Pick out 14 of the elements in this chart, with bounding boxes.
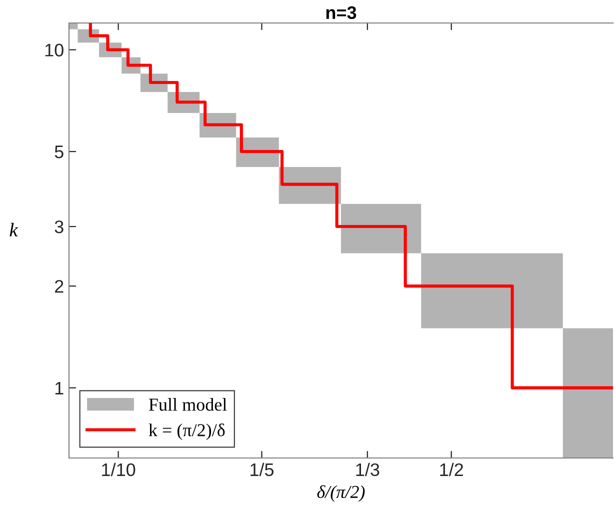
y-tick-label: 5 <box>54 146 64 158</box>
y-tick-label: 2 <box>55 280 64 293</box>
x-tick-label: 1/10 <box>102 462 136 476</box>
y-axis-title: k <box>10 222 18 236</box>
chart-title: n=3 <box>326 6 356 20</box>
x-tick-label: 1/3 <box>356 462 380 476</box>
legend-label: Full model <box>148 398 227 411</box>
y-tick-label: 1 <box>55 382 64 394</box>
y-tick-label: 3 <box>54 220 64 234</box>
x-tick-label: 1/2 <box>440 462 463 476</box>
x-tick-label: 1/5 <box>250 462 274 476</box>
y-tick-label: 10 <box>45 44 64 56</box>
x-axis-title: δ/(π/2) <box>317 485 365 502</box>
legend-label: k = (π/2)/δ <box>148 423 225 440</box>
